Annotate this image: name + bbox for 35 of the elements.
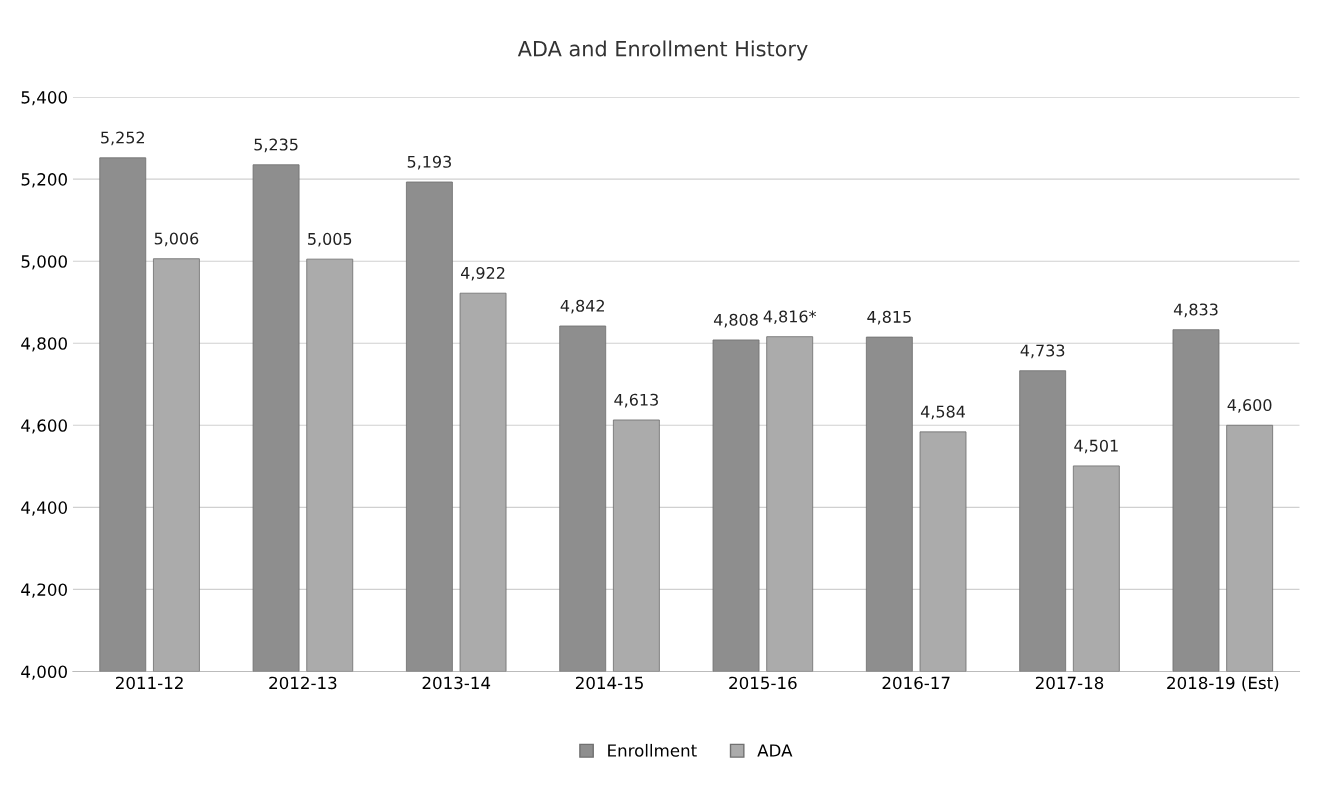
data-label: 5,006 bbox=[154, 232, 199, 247]
legend-label: Enrollment bbox=[608, 743, 697, 757]
data-label: 5,252 bbox=[101, 131, 145, 146]
x-tick-label: 2014-15 bbox=[575, 676, 643, 690]
data-label: 5,005 bbox=[308, 232, 352, 247]
data-label: 4,842 bbox=[560, 299, 604, 314]
data-label: 4,833 bbox=[1173, 303, 1218, 318]
y-tick-label: 4,000 bbox=[21, 665, 67, 680]
x-tick-label: 2013-14 bbox=[422, 676, 491, 690]
data-label: 4,733 bbox=[1020, 344, 1065, 359]
y-tick-label: 5,200 bbox=[21, 173, 67, 188]
x-tick-label: 2011-12 bbox=[115, 676, 183, 690]
data-label: 4,808 bbox=[713, 313, 758, 328]
data-label: 5,193 bbox=[407, 155, 451, 170]
x-tick-label: 2016-17 bbox=[882, 676, 950, 690]
data-label: 4,600 bbox=[1227, 399, 1272, 413]
y-tick-label: 4,400 bbox=[21, 501, 67, 516]
legend-label: ADA bbox=[757, 744, 793, 757]
data-label: 4,501 bbox=[1074, 439, 1118, 454]
data-label: 4,815 bbox=[867, 310, 911, 325]
x-tick-label: 2018-19 (Est) bbox=[1167, 676, 1279, 692]
data-label: 4,816* bbox=[763, 310, 817, 325]
data-label: 4,584 bbox=[920, 405, 965, 420]
y-tick-label: 5,400 bbox=[21, 91, 67, 106]
chart-title: ADA and Enrollment History bbox=[517, 40, 808, 61]
y-tick-label: 4,200 bbox=[21, 583, 67, 598]
x-tick-label: 2017-18 bbox=[1035, 676, 1104, 690]
data-label: 4,922 bbox=[460, 266, 505, 281]
data-label: 4,613 bbox=[614, 393, 658, 408]
x-tick-label: 2012-13 bbox=[269, 676, 337, 690]
y-tick-label: 5,000 bbox=[21, 255, 67, 270]
y-tick-label: 4,800 bbox=[21, 337, 67, 352]
x-tick-label: 2015-16 bbox=[729, 676, 797, 690]
y-tick-label: 4,600 bbox=[21, 419, 67, 434]
data-label: 5,235 bbox=[254, 138, 298, 153]
